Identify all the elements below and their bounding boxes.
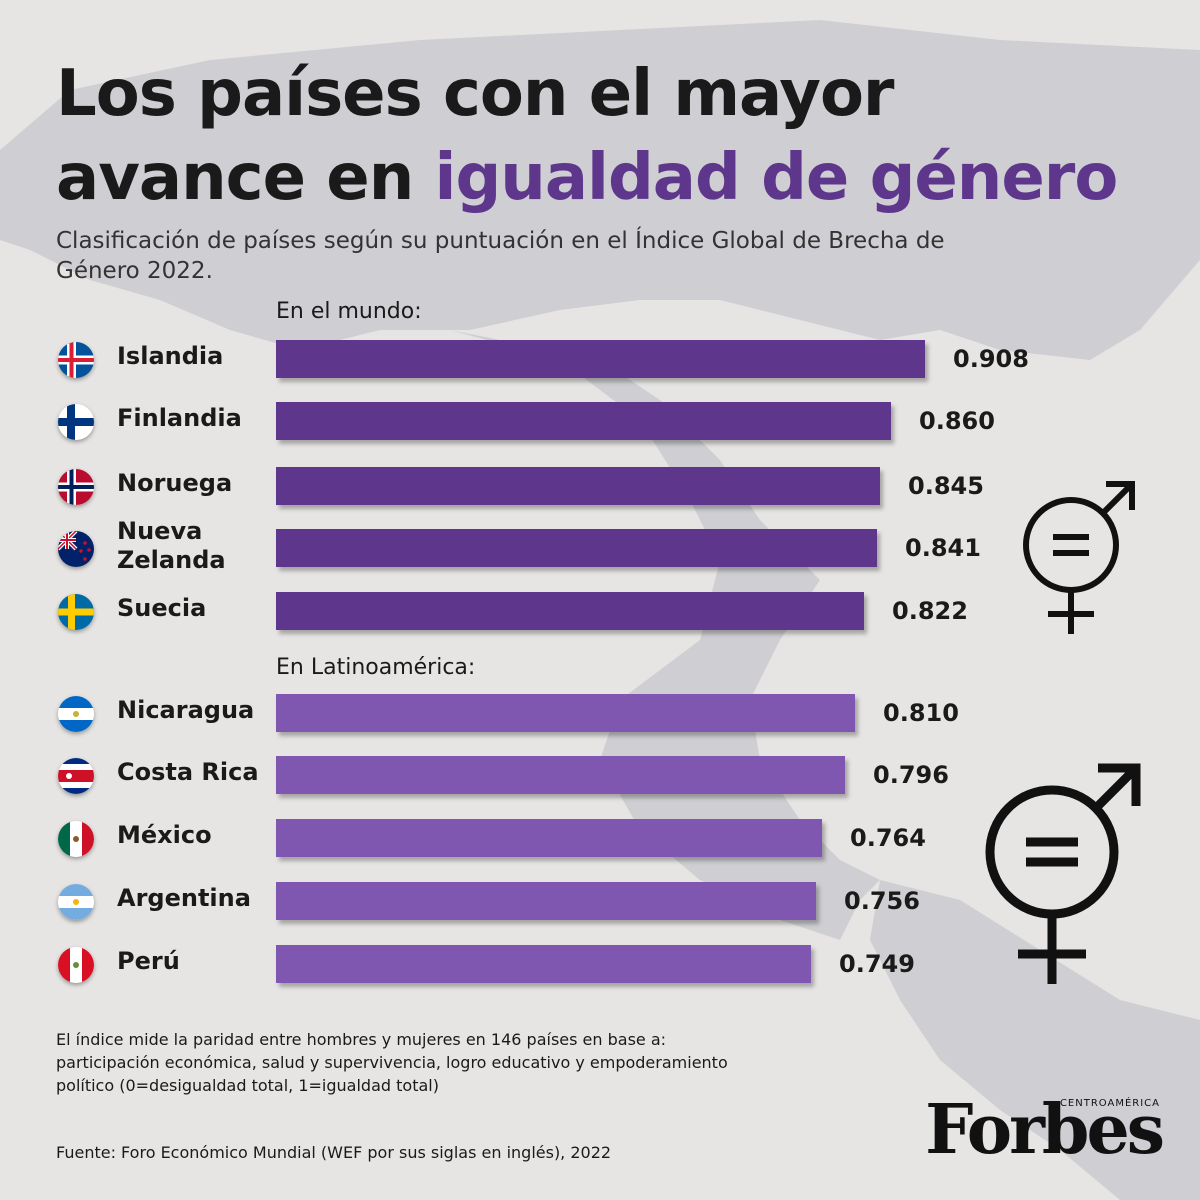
section-label-world: En el mundo:: [276, 299, 422, 324]
bar-row: Nicaragua 0.810: [0, 694, 1200, 754]
bar: [276, 529, 877, 567]
value-label: 0.841: [905, 534, 981, 562]
value-label: 0.810: [883, 699, 959, 727]
costa-rica-flag-icon: [58, 758, 94, 794]
new-zealand-flag-icon: [58, 531, 94, 567]
bar-row: México 0.764: [0, 819, 1200, 879]
peru-flag-icon: [58, 947, 94, 983]
subtitle: Clasificación de países según su puntuac…: [56, 228, 945, 284]
bar-row: Noruega 0.845: [0, 467, 1200, 527]
value-label: 0.908: [953, 345, 1029, 373]
mexico-flag-icon: [58, 821, 94, 857]
brand-region: CENTROAMÉRICA: [1059, 1098, 1160, 1109]
value-label: 0.796: [873, 761, 949, 789]
nicaragua-flag-icon: [58, 696, 94, 732]
bar: [276, 945, 811, 983]
country-label: Perú: [117, 947, 180, 975]
country-label: Suecia: [117, 594, 207, 622]
gender-equality-symbol-icon-large: [985, 763, 1141, 984]
bar: [276, 694, 855, 732]
bar: [276, 882, 816, 920]
iceland-flag-icon: [58, 342, 94, 378]
country-label: Nueva Zelanda: [117, 517, 226, 574]
gender-equality-symbol-icon: [1023, 481, 1135, 634]
country-label: Finlandia: [117, 404, 242, 432]
value-label: 0.860: [919, 407, 995, 435]
source-note: Fuente: Foro Económico Mundial (WEF por …: [56, 1143, 612, 1162]
country-label: Nicaragua: [117, 696, 255, 724]
value-label: 0.749: [839, 950, 915, 978]
value-label: 0.756: [844, 887, 920, 915]
argentina-flag-icon: [58, 884, 94, 920]
section-label-latam: En Latinoamérica:: [276, 655, 476, 680]
country-label: Noruega: [117, 469, 233, 497]
country-label: Costa Rica: [117, 758, 259, 786]
value-label: 0.845: [908, 472, 984, 500]
title-accent: igualdad de género: [434, 141, 1119, 215]
bar-row: Finlandia 0.860: [0, 402, 1200, 462]
norway-flag-icon: [58, 469, 94, 505]
bar-row: Argentina 0.756: [0, 882, 1200, 942]
bar-row: Suecia 0.822: [0, 592, 1200, 652]
bar: [276, 340, 925, 378]
bar-row: Costa Rica 0.796: [0, 756, 1200, 816]
bar-row: Islandia 0.908: [0, 340, 1200, 400]
bar: [276, 402, 891, 440]
bar-row: Perú 0.749: [0, 945, 1200, 1005]
value-label: 0.764: [850, 824, 926, 852]
method-note: El índice mide la paridad entre hombres …: [56, 1030, 728, 1095]
forbes-logo: Forbes: [925, 1090, 1165, 1170]
sweden-flag-icon: [58, 594, 94, 630]
country-label: México: [117, 821, 212, 849]
country-label: Islandia: [117, 342, 224, 370]
bar-row: Nueva Zelanda 0.841: [0, 517, 1200, 589]
page-title: Los países con el mayor avance en igualda…: [56, 57, 1119, 215]
country-label: Argentina: [117, 884, 251, 912]
bar: [276, 756, 845, 794]
finland-flag-icon: [58, 404, 94, 440]
value-label: 0.822: [892, 597, 968, 625]
bar: [276, 467, 880, 505]
bar: [276, 592, 864, 630]
bar: [276, 819, 822, 857]
